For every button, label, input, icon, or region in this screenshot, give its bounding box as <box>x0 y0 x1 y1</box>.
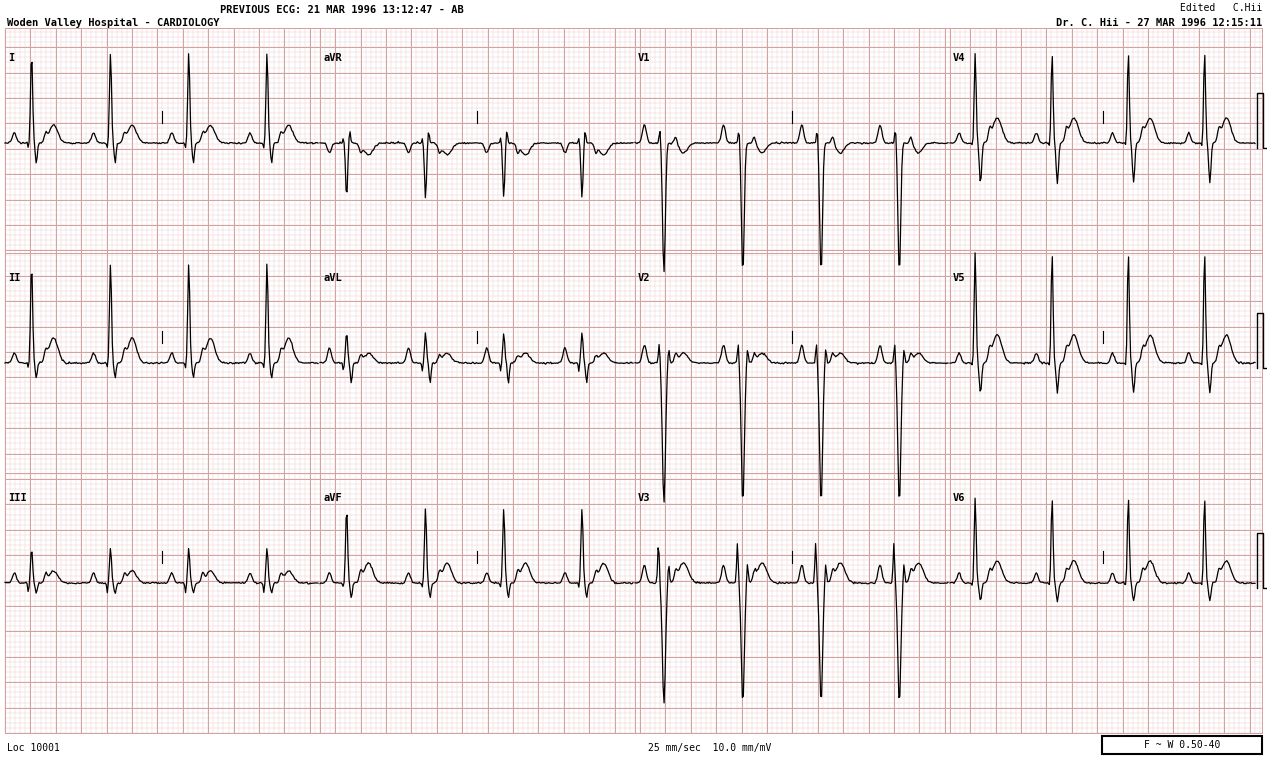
Text: Woden Valley Hospital - CARDIOLOGY: Woden Valley Hospital - CARDIOLOGY <box>8 18 219 28</box>
Text: I: I <box>8 53 14 63</box>
Text: V2: V2 <box>639 273 650 283</box>
Text: II: II <box>8 273 20 283</box>
Text: aVL: aVL <box>323 273 342 283</box>
Text: 25 mm/sec  10.0 mm/mV: 25 mm/sec 10.0 mm/mV <box>647 743 772 753</box>
Text: V1: V1 <box>639 53 650 63</box>
Bar <box>1102 736 1262 754</box>
Text: aVR: aVR <box>323 53 342 63</box>
Text: aVF: aVF <box>323 493 342 503</box>
Text: V5: V5 <box>953 273 965 283</box>
Text: III: III <box>8 493 27 503</box>
Text: F ~ W 0.50-40: F ~ W 0.50-40 <box>1144 740 1220 750</box>
Text: V3: V3 <box>639 493 650 503</box>
Text: Loc 10001: Loc 10001 <box>8 743 60 753</box>
Text: V6: V6 <box>953 493 965 503</box>
Text: PREVIOUS ECG: 21 MAR 1996 13:12:47 - AB: PREVIOUS ECG: 21 MAR 1996 13:12:47 - AB <box>220 5 464 15</box>
Text: Dr. C. Hii - 27 MAR 1996 12:15:11: Dr. C. Hii - 27 MAR 1996 12:15:11 <box>1055 18 1262 28</box>
Text: V4: V4 <box>953 53 965 63</box>
Text: Edited   C.Hii: Edited C.Hii <box>1180 3 1262 13</box>
